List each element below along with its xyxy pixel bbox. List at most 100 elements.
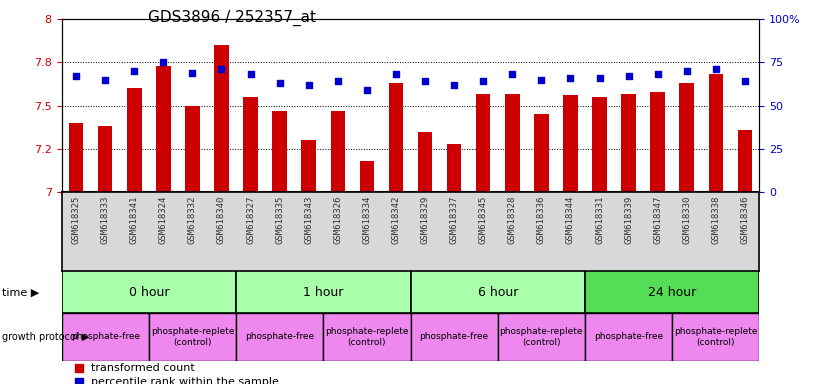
Text: GSM618326: GSM618326 (333, 196, 342, 244)
Bar (585, 313, 672, 361)
Point (331, 78, 344, 84)
Bar (331, 111, 345, 192)
Text: transformed count: transformed count (91, 363, 195, 373)
Point (738, 78, 751, 84)
Bar (301, 140, 316, 192)
Bar (447, 144, 461, 192)
Bar (592, 97, 607, 192)
Text: time ▶: time ▶ (2, 287, 39, 297)
Bar (621, 93, 635, 192)
Bar (156, 66, 171, 192)
Bar (98, 126, 112, 192)
Point (99, 77, 112, 83)
Text: GSM618335: GSM618335 (275, 196, 284, 244)
Point (70, 73, 83, 79)
Text: GSM618336: GSM618336 (537, 196, 546, 244)
Point (506, 71, 519, 78)
Bar (505, 93, 520, 192)
Point (419, 78, 432, 84)
Text: GSM618339: GSM618339 (624, 196, 633, 244)
Point (128, 68, 141, 74)
Text: GSM618347: GSM618347 (654, 196, 663, 244)
Bar (273, 111, 287, 192)
Bar (62, 271, 236, 313)
Point (593, 75, 606, 81)
Bar (585, 271, 759, 313)
Text: GSM618329: GSM618329 (420, 196, 429, 244)
Point (273, 80, 287, 86)
Text: GSM618332: GSM618332 (188, 196, 197, 244)
Text: phosphate-replete
(control): phosphate-replete (control) (500, 327, 583, 347)
Point (622, 73, 635, 79)
Bar (410, 271, 585, 313)
Text: GSM618325: GSM618325 (71, 196, 80, 244)
Bar (360, 161, 374, 192)
Bar (418, 132, 433, 192)
Bar (563, 95, 578, 192)
Text: phosphate-replete
(control): phosphate-replete (control) (151, 327, 234, 347)
Text: phosphate-replete
(control): phosphate-replete (control) (325, 327, 409, 347)
Bar (709, 74, 723, 192)
Bar (737, 130, 752, 192)
Bar (672, 313, 759, 361)
Text: phosphate-free: phosphate-free (420, 333, 488, 341)
Text: GSM618327: GSM618327 (246, 196, 255, 244)
Bar (476, 93, 490, 192)
Point (360, 87, 374, 93)
Point (157, 60, 170, 66)
Text: phosphate-free: phosphate-free (245, 333, 314, 341)
Point (389, 71, 402, 78)
Point (534, 77, 548, 83)
Text: GSM618343: GSM618343 (305, 196, 314, 244)
Text: phosphate-replete
(control): phosphate-replete (control) (674, 327, 758, 347)
Text: 0 hour: 0 hour (129, 286, 169, 299)
Bar (680, 83, 694, 192)
Point (562, 348, 576, 354)
Bar (214, 45, 229, 192)
Text: GSM618345: GSM618345 (479, 196, 488, 244)
Text: percentile rank within the sample: percentile rank within the sample (91, 377, 279, 384)
Text: GDS3896 / 252357_at: GDS3896 / 252357_at (148, 10, 316, 26)
Point (447, 82, 461, 88)
Text: GSM618324: GSM618324 (158, 196, 167, 244)
Bar (62, 313, 149, 361)
Text: GSM618334: GSM618334 (362, 196, 371, 244)
Point (651, 71, 664, 78)
Text: 24 hour: 24 hour (648, 286, 696, 299)
Bar (236, 271, 410, 313)
Point (680, 68, 693, 74)
Bar (149, 313, 236, 361)
Bar (534, 114, 548, 192)
Point (302, 82, 315, 88)
Bar (410, 313, 498, 361)
Text: GSM618341: GSM618341 (130, 196, 139, 244)
Bar (498, 313, 585, 361)
Text: phosphate-free: phosphate-free (594, 333, 663, 341)
Text: GSM618342: GSM618342 (392, 196, 401, 244)
Text: growth protocol ▶: growth protocol ▶ (2, 332, 89, 342)
Text: GSM618333: GSM618333 (101, 196, 110, 244)
Text: GSM618338: GSM618338 (711, 196, 720, 244)
Point (564, 75, 577, 81)
Point (244, 71, 257, 78)
Text: GSM618340: GSM618340 (217, 196, 226, 244)
Bar (186, 106, 200, 192)
Text: GSM618331: GSM618331 (595, 196, 604, 244)
Text: 1 hour: 1 hour (303, 286, 343, 299)
Point (186, 70, 199, 76)
Text: GSM618328: GSM618328 (507, 196, 516, 244)
Text: GSM618337: GSM618337 (450, 196, 459, 244)
Text: phosphate-free: phosphate-free (71, 333, 140, 341)
Point (215, 66, 228, 73)
Point (477, 78, 490, 84)
Bar (388, 83, 403, 192)
Text: GSM618346: GSM618346 (741, 196, 750, 244)
Bar (243, 97, 258, 192)
Point (709, 66, 722, 73)
Bar (69, 123, 84, 192)
Bar (236, 313, 323, 361)
Text: GSM618344: GSM618344 (566, 196, 575, 244)
Bar (650, 92, 665, 192)
Point (562, 223, 576, 229)
Text: GSM618330: GSM618330 (682, 196, 691, 244)
